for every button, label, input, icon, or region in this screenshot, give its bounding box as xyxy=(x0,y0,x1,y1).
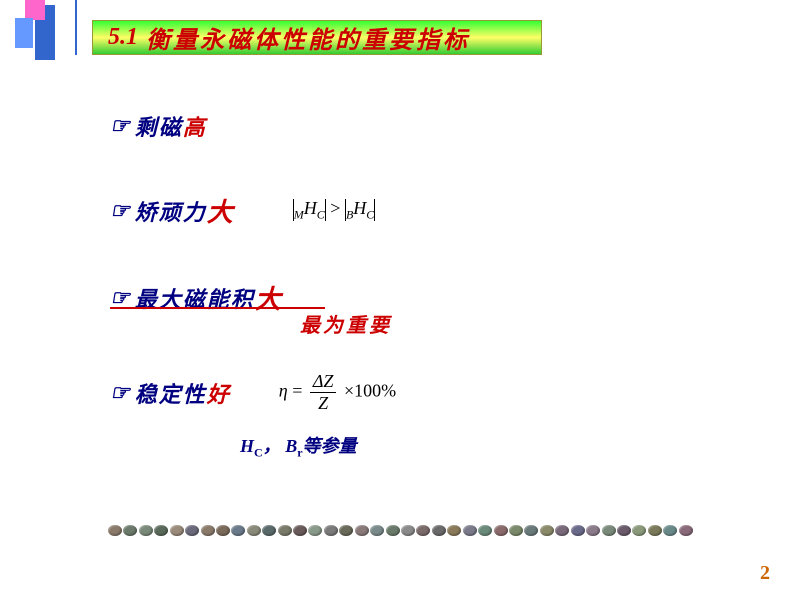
title-text: 衡量永磁体性能的重要指标 xyxy=(146,20,470,55)
item-emphasis: 大 xyxy=(207,192,233,229)
item-label: 矫顽力 xyxy=(135,195,207,227)
page-number: 2 xyxy=(760,562,770,585)
title-number: 5.1 xyxy=(108,24,138,51)
stone-divider xyxy=(108,520,693,540)
item-stability: ☞ 稳定性 好 η = ΔZ Z ×100% xyxy=(110,371,690,414)
coercivity-formula: MHC > BHC xyxy=(293,198,376,223)
vertical-line xyxy=(75,0,77,55)
item-label: 剩磁 xyxy=(135,110,183,142)
item-emphasis: 好 xyxy=(207,377,229,409)
bullet-icon: ☞ xyxy=(110,380,130,406)
item-energy-product: ☞ 最大磁能积 大 最为重要 xyxy=(110,279,690,316)
corner-decoration xyxy=(0,0,70,80)
parameters-note: HC， Br等参量 xyxy=(240,432,690,461)
item-emphasis: 高 xyxy=(183,110,205,142)
stability-formula: η = ΔZ Z ×100% xyxy=(279,371,396,414)
bullet-icon: ☞ xyxy=(110,198,130,224)
underline xyxy=(110,307,325,309)
item-coercivity: ☞ 矫顽力 大 MHC > BHC xyxy=(110,192,690,229)
slide-title: 5.1 衡量永磁体性能的重要指标 xyxy=(92,20,542,55)
item-label: 稳定性 xyxy=(135,377,207,409)
item-emphasis: 大 xyxy=(255,279,281,316)
important-note: 最为重要 xyxy=(300,309,392,338)
item-remanence: ☞ 剩磁 高 xyxy=(110,110,690,142)
bullet-icon: ☞ xyxy=(110,113,130,139)
content-area: ☞ 剩磁 高 ☞ 矫顽力 大 MHC > BHC ☞ 最大磁能积 大 最为重要 … xyxy=(110,110,690,461)
